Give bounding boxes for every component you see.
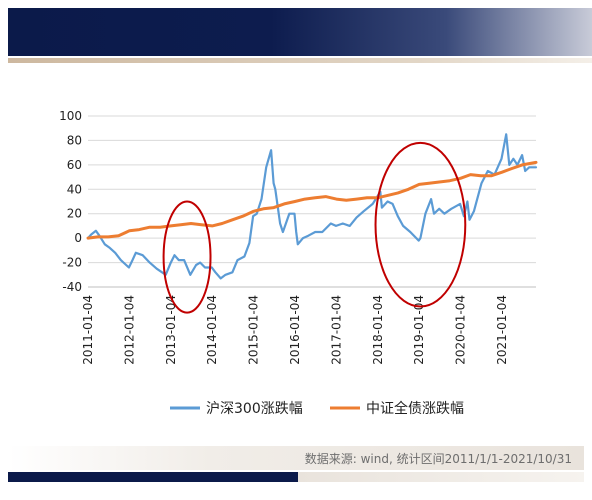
footer-bar-light — [298, 472, 584, 482]
highlight-ellipse — [376, 143, 466, 307]
series-line — [88, 162, 536, 238]
y-tick-label: -40 — [62, 280, 82, 294]
x-tick-label: 2021-01-04 — [495, 295, 509, 365]
y-axis: 100 80 60 40 20 0 -20 -40 — [59, 109, 82, 294]
highlight-ellipse — [164, 202, 211, 313]
y-tick-label: 20 — [67, 207, 82, 221]
chart-grid — [88, 116, 536, 287]
x-tick-label: 2017-01-04 — [329, 295, 343, 365]
y-tick-label: 60 — [67, 158, 82, 172]
x-axis: 2011-01-04 2012-01-04 2013-01-04 2014-01-04… — [81, 287, 536, 365]
legend-label: 中证全债涨跌幅 — [366, 400, 464, 417]
x-tick-label: 2012-01-04 — [122, 295, 136, 365]
y-tick-label: 40 — [67, 182, 82, 196]
line-chart: 100 80 60 40 20 0 -20 -40 2011-01-04 2012-01-04 2… — [0, 0, 592, 440]
chart-legend: 沪深300涨跌幅 中证全债涨跌幅 — [170, 400, 464, 417]
y-tick-label: 100 — [59, 109, 82, 123]
source-bar: 数据来源: wind, 统计区间2011/1/1-2021/10/31 — [8, 446, 584, 470]
source-note: 数据来源: wind, 统计区间2011/1/1-2021/10/31 — [305, 450, 572, 467]
x-tick-label: 2016-01-04 — [288, 295, 302, 365]
legend-label: 沪深300涨跌幅 — [206, 401, 303, 417]
series-line — [88, 134, 536, 278]
y-tick-label: -20 — [62, 256, 82, 270]
x-tick-label: 2011-01-04 — [81, 295, 95, 365]
footer-bar — [8, 472, 298, 482]
series-lines — [88, 134, 536, 278]
x-tick-label: 2018-01-04 — [371, 295, 385, 365]
x-tick-label: 2014-01-04 — [205, 295, 219, 365]
x-tick-label: 2020-01-04 — [454, 295, 468, 365]
y-tick-label: 80 — [67, 133, 82, 147]
y-tick-label: 0 — [74, 231, 82, 245]
x-tick-label: 2015-01-04 — [247, 295, 261, 365]
